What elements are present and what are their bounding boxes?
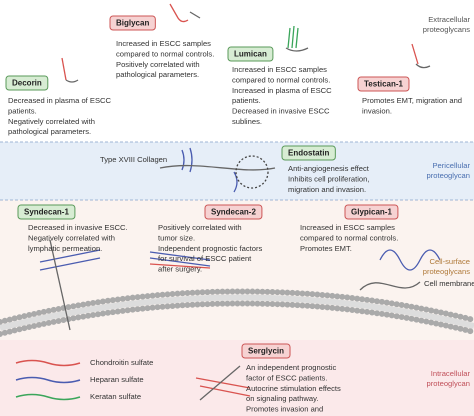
description-line: Increased in ESCC samples — [116, 39, 211, 48]
name-box — [5, 75, 49, 91]
section-label: proteoglycan — [427, 379, 470, 388]
extracellular-zone — [0, 0, 474, 142]
description-line: Promotes EMT. — [300, 244, 352, 253]
description-line: invasion. — [362, 106, 392, 115]
description-line: tumor size. — [158, 233, 195, 242]
proteoglycan-name: Syndecan-1 — [24, 208, 69, 217]
description-line: Promotes EMT, migration and — [362, 96, 462, 105]
section-label: proteoglycans — [423, 25, 470, 34]
description-line: Increased in ESCC samples — [232, 65, 327, 74]
description-line: pathological parameters. — [116, 70, 199, 79]
name-box — [109, 15, 156, 31]
molecules — [39, 3, 441, 401]
description-line: Positively correlated with — [158, 223, 242, 232]
section-label: Cell-surface — [429, 257, 470, 266]
intracellular-zone — [0, 340, 474, 416]
section-label: proteoglycans — [423, 267, 470, 276]
description-line: lymphatic permeation. — [28, 244, 102, 253]
description-line: patients. — [232, 96, 261, 105]
proteoglycan-name: Syndecan-2 — [211, 208, 256, 217]
name-box — [281, 145, 336, 161]
description-line: Decreased in invasive ESCC. — [28, 223, 128, 232]
description-line: Increased in ESCC samples — [300, 223, 395, 232]
section-label: Pericellular — [432, 161, 470, 170]
description-line: compared to normal controls. — [116, 49, 214, 58]
description-line: Inhibits cell proliferation, — [288, 174, 369, 183]
membrane-inner — [0, 300, 474, 337]
description-line: on signaling pathway. — [246, 394, 318, 403]
pericellular-zone — [0, 142, 474, 200]
proteoglycan-name: Biglycan — [116, 19, 149, 28]
description-line: Autocrine stimulation effects — [246, 384, 341, 393]
description-line: pathological parameters. — [8, 127, 91, 136]
description-line: migration and invasion. — [288, 185, 366, 194]
description-line: Decreased in invasive ESCC — [232, 107, 330, 116]
description-line: An independent prognostic — [246, 363, 337, 372]
membrane-core — [0, 294, 474, 331]
description-line: compared to normal controls. — [232, 75, 330, 84]
description-line: Anti-angiogenesis effect — [288, 164, 370, 173]
proteoglycan-name: Lumican — [234, 50, 267, 59]
description-line: Positively correlated with — [116, 60, 200, 69]
name-box — [17, 204, 76, 220]
legend-label: Chondroitin sulfate — [90, 358, 153, 367]
proteoglycan-name: Glypican-1 — [351, 208, 392, 217]
collagen-label: Type XVIII Collagen — [100, 155, 167, 164]
description-line: after surgery. — [158, 265, 202, 274]
legend: Chondroitin sulfate Heparan sulfate Kerata… — [15, 358, 153, 401]
description-line: Negatively correlated with — [8, 117, 95, 126]
membrane-label: Cell membrane — [424, 279, 474, 288]
section-label: proteoglycan — [427, 171, 470, 180]
legend-label: Heparan sulfate — [90, 375, 144, 384]
legend-swatch — [15, 376, 81, 384]
name-box — [241, 343, 291, 359]
legend-swatch — [15, 359, 81, 367]
proteoglycan-name: Serglycin — [248, 347, 284, 356]
description-line: sublines. — [232, 117, 262, 126]
name-box — [227, 46, 274, 62]
name-box — [204, 204, 263, 220]
description-line: Promotes invasion and — [246, 405, 323, 414]
legend-label: Keratan sulfate — [90, 392, 141, 401]
name-box — [344, 204, 399, 220]
proteoglycan-name: Endostatin — [288, 149, 329, 158]
description-line: Increased in plasma of ESCC — [232, 86, 332, 95]
proteoglycan-name: Testican-1 — [364, 80, 404, 89]
proteoglycan-name: Decorin — [12, 79, 42, 88]
name-box — [357, 76, 410, 92]
description-line: Negatively correlated with — [28, 233, 115, 242]
description-line: patients. — [8, 106, 37, 115]
section-label: Extracellular — [428, 15, 470, 24]
description-line: Independent prognostic factors — [158, 244, 262, 253]
description-line: factor of ESCC patients. — [246, 373, 327, 382]
description-line: Decreased in plasma of ESCC — [8, 96, 111, 105]
description-line: compared to normal controls. — [300, 233, 398, 242]
description-line: for survival of ESCC patient — [158, 254, 252, 263]
section-label: Intracellular — [431, 369, 471, 378]
legend-swatch — [15, 393, 81, 401]
